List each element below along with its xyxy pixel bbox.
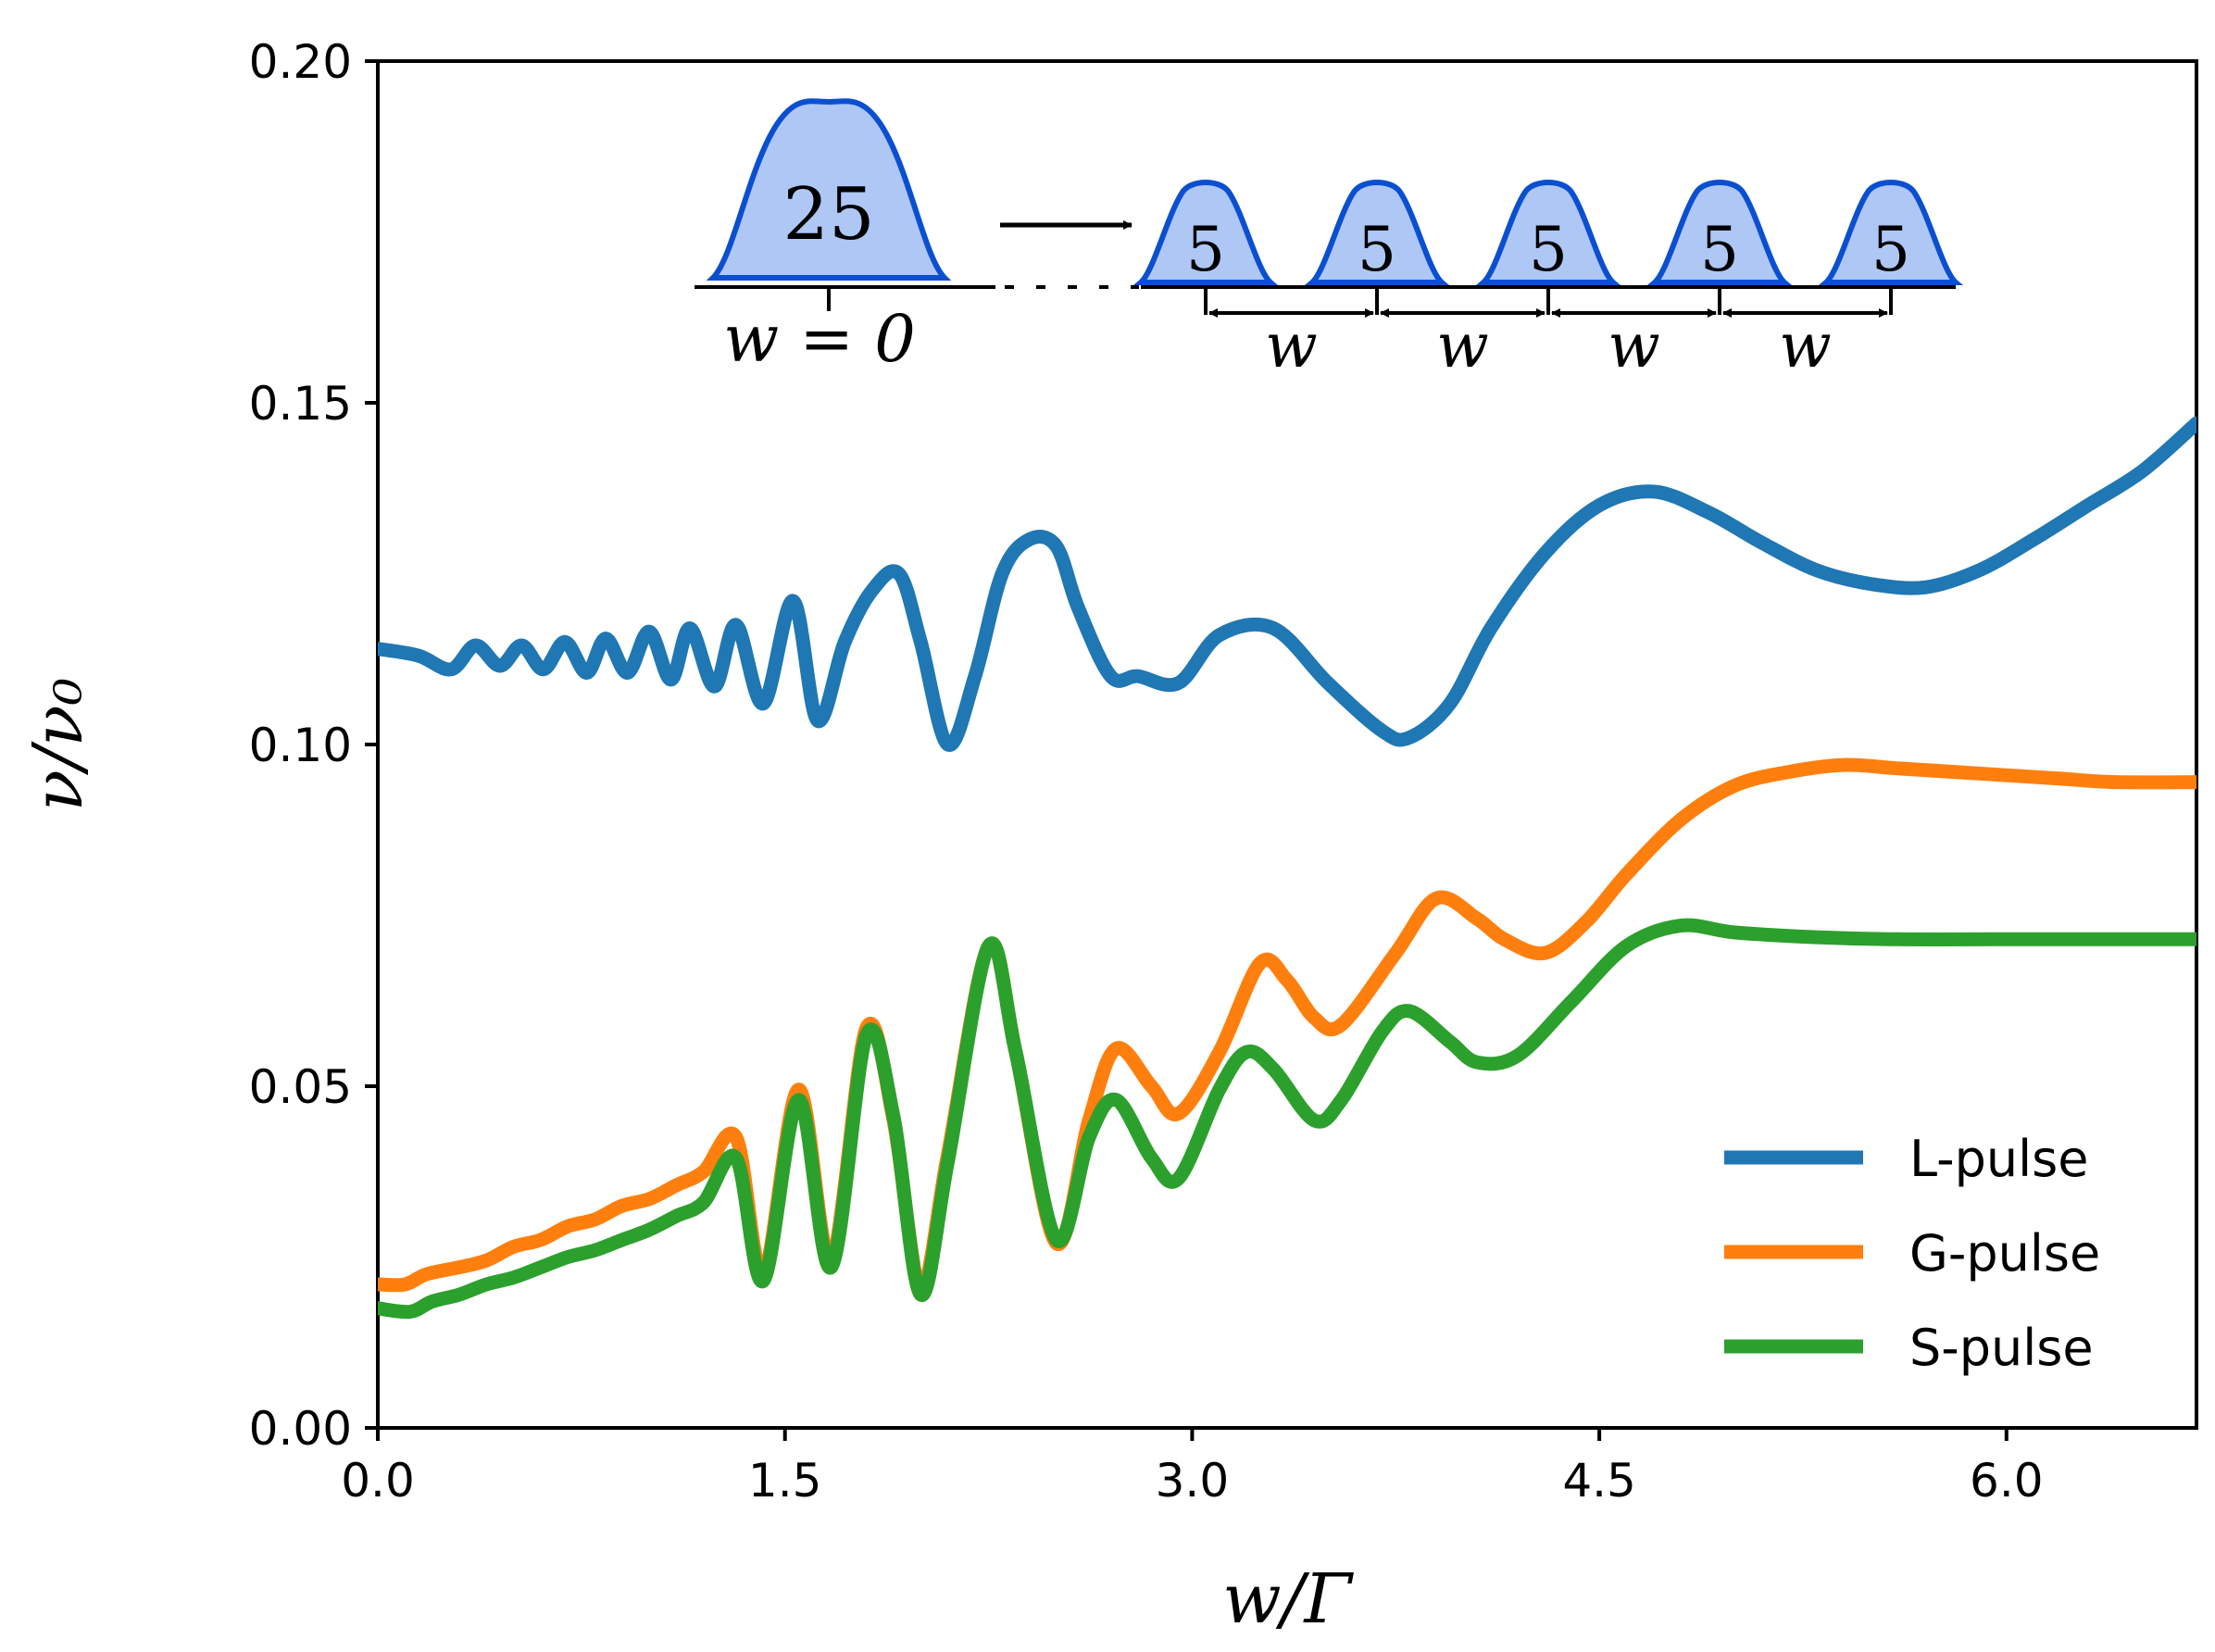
small-pulse-label: 5 bbox=[1529, 214, 1568, 285]
spacing-label: w bbox=[1265, 310, 1318, 382]
series-layer bbox=[378, 416, 2196, 1320]
small-pulse-label: 5 bbox=[1358, 214, 1396, 285]
y-tick-label: 0.10 bbox=[249, 719, 352, 772]
x-tick-label: 1.5 bbox=[748, 1454, 822, 1508]
y-tick-label: 0.05 bbox=[249, 1060, 352, 1114]
small-pulse-shape bbox=[1304, 180, 1450, 285]
y-axis-ticks: 0.00 0.05 0.10 0.15 0.20 bbox=[249, 35, 378, 1456]
small-pulse-shape bbox=[1646, 180, 1793, 285]
x-tick-label: 6.0 bbox=[1970, 1454, 2044, 1508]
x-tick-label: 3.0 bbox=[1156, 1454, 1230, 1508]
small-pulses: 5 5 5 5 5 bbox=[1133, 180, 1964, 285]
y-axis-label: ν/ν₀ bbox=[19, 678, 98, 812]
legend: L-pulse G-pulse S-pulse bbox=[1724, 1130, 2100, 1377]
legend-label-s-pulse: S-pulse bbox=[1909, 1319, 2094, 1377]
small-pulse-shape bbox=[1818, 180, 1964, 285]
legend-label-l-pulse: L-pulse bbox=[1909, 1130, 2088, 1188]
series-line-l-pulse bbox=[378, 416, 2196, 752]
small-pulse-shape bbox=[1475, 180, 1621, 285]
small-pulse-label: 5 bbox=[1871, 214, 1910, 285]
y-tick-label: 0.15 bbox=[249, 377, 352, 431]
x-axis-label: w/Γ bbox=[1222, 1559, 1354, 1639]
big-pulse-shape bbox=[706, 98, 952, 281]
legend-label-g-pulse: G-pulse bbox=[1909, 1224, 2100, 1283]
y-tick-label: 0.20 bbox=[249, 35, 352, 89]
small-pulse-label: 5 bbox=[1186, 214, 1225, 285]
spacing-label: w bbox=[1436, 310, 1489, 382]
spacing-label: w bbox=[1608, 310, 1660, 382]
series-line-s-pulse bbox=[378, 918, 2196, 1320]
y-tick-label: 0.00 bbox=[249, 1402, 352, 1456]
pulse-schematic-inset: 25 w = 0 5 5 5 5 5 w w w w bbox=[695, 98, 1964, 382]
spacing-label: w bbox=[1779, 310, 1832, 382]
zero-width-label: w = 0 bbox=[723, 301, 916, 377]
series-line-g-pulse bbox=[378, 757, 2196, 1295]
x-tick-label: 4.5 bbox=[1562, 1454, 1636, 1508]
x-tick-label: 0.0 bbox=[341, 1454, 415, 1508]
big-pulse-label: 25 bbox=[782, 173, 874, 257]
small-pulse-shape bbox=[1133, 180, 1279, 285]
x-axis-ticks: 0.0 1.5 3.0 4.5 6.0 bbox=[341, 1428, 2044, 1508]
small-pulse-label: 5 bbox=[1700, 214, 1739, 285]
